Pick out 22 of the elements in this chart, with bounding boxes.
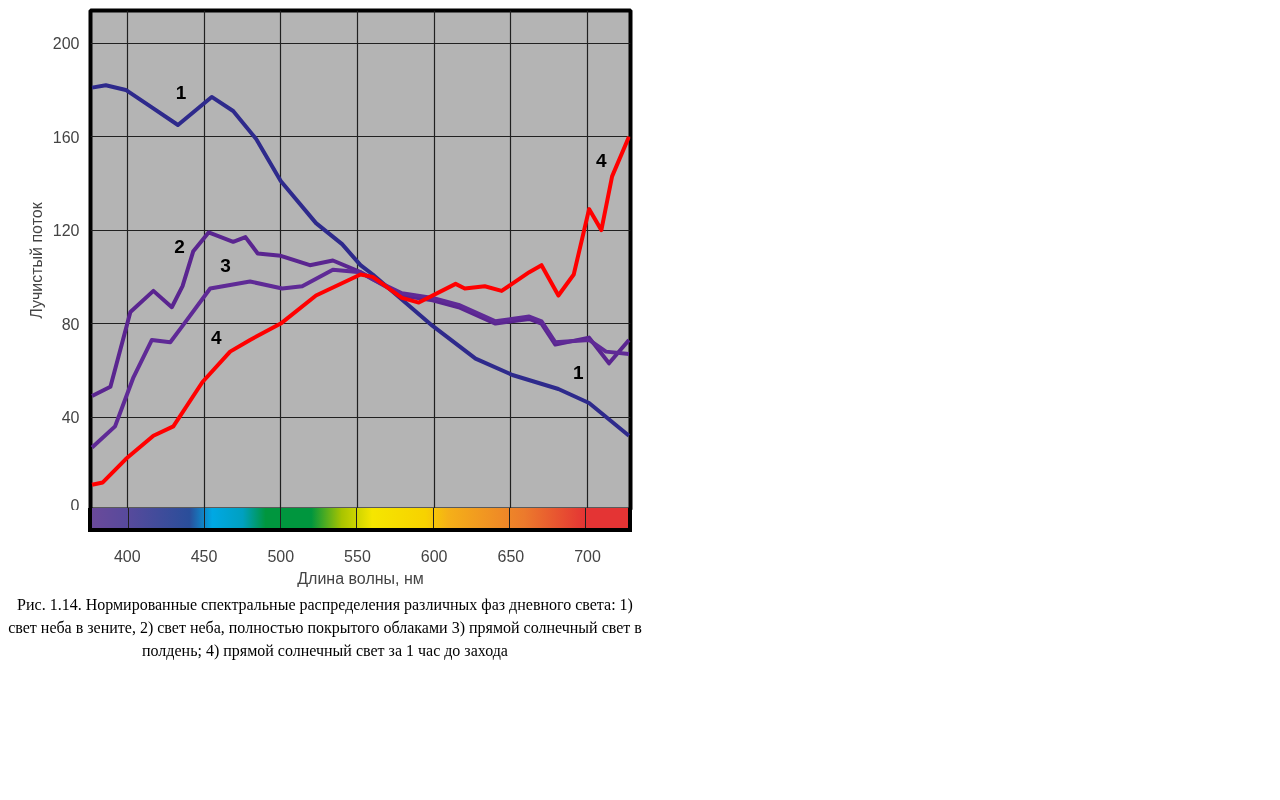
y-tick-label: 80 (61, 315, 80, 333)
text: Рис. 1.14. Нормированные спектральные распределения различных фаз дневного света: 1) свет неба в зените, 2) свет неба, полностью покрытого облаками 3) прямой солнечный свет в полдень; 4) прямой солнечный свет за 1 час до захода (7, 595, 643, 662)
series-label: 4 (596, 149, 608, 171)
text: 1 (175, 81, 187, 103)
series-label: 2 (174, 235, 185, 257)
x-tick-label: 550 (344, 547, 371, 565)
y-axis-title: Лучистый поток (27, 201, 45, 319)
text: 4 (211, 327, 222, 349)
x-tick-label: 700 (574, 547, 601, 565)
series-label: 1 (573, 362, 585, 384)
x-tick-label: 400 (113, 547, 141, 565)
y-tick-label: 40 (61, 409, 80, 427)
y-tick-label: 120 (52, 222, 80, 240)
y-tick-label: 200 (52, 35, 80, 53)
y-tick-label: 160 (52, 128, 80, 146)
x-tick-label: 600 (420, 547, 448, 565)
x-tick-label: 650 (497, 547, 525, 565)
x-axis-title: Длина волны, нм (297, 569, 424, 587)
x-tick-label: 450 (190, 547, 218, 565)
series-label: 3 (220, 254, 231, 276)
y-tick-label: 0 (70, 496, 80, 514)
x-tick-label: 500 (267, 547, 295, 565)
